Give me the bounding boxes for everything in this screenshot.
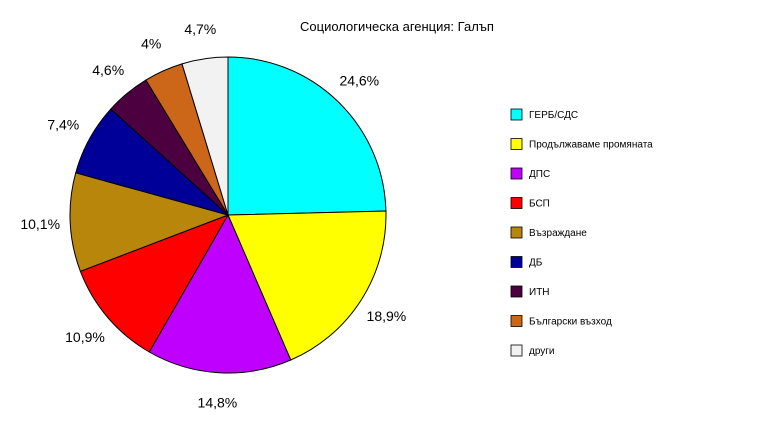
pie-slices	[69, 56, 387, 374]
legend-swatch	[510, 138, 523, 150]
slice-value-label: 4,7%	[184, 21, 216, 37]
legend-swatch	[510, 315, 523, 327]
slice-value-label: 10,9%	[65, 329, 105, 345]
legend-label: Възраждане	[529, 228, 587, 239]
pie-slice-4	[79, 214, 230, 353]
legend-label: БСП	[529, 199, 550, 210]
legend-label: други	[529, 346, 555, 357]
legend-label: ДПС	[529, 169, 550, 180]
slice-value-label: 10,1%	[20, 216, 60, 232]
slice-value-label: 18,9%	[367, 308, 407, 324]
slice-value-label: 14,8%	[198, 395, 238, 411]
legend-swatch	[510, 344, 523, 357]
slice-value-label: 24,6%	[339, 72, 379, 88]
pie-slice-3	[148, 213, 292, 374]
legend-swatch	[510, 226, 523, 239]
slice-value-label: 7,4%	[47, 116, 79, 132]
legend-label: Български възход	[529, 317, 612, 328]
legend-label: Продължаваме промяната	[529, 140, 653, 151]
legend-swatch	[510, 197, 523, 209]
legend-swatch	[510, 256, 523, 268]
slice-value-label: 4,6%	[92, 62, 124, 78]
pie-slice-5	[69, 172, 230, 272]
chart-title: Социологическа агенция: Галъп	[300, 19, 494, 34]
legend-swatch	[510, 285, 523, 298]
pie-slice-9	[181, 56, 229, 216]
slice-labels: 24,6% 18,9% 14,8% 10,9% 10,1% 7,4% 4,6% 4% 4,7%	[20, 21, 406, 411]
pie-slice-1	[227, 56, 387, 216]
slice-value-label: 4%	[141, 35, 161, 51]
legend-swatch	[510, 108, 523, 121]
legend-label: ДБ	[529, 258, 543, 269]
legend-swatch	[510, 167, 523, 180]
pie-slice-2	[227, 210, 387, 361]
legend-label: ИТН	[529, 287, 550, 298]
legend-label: ГЕРБ/СДС	[529, 110, 578, 121]
legend: ГЕРБ/СДС Продължаваме промяната ДПС БСП Възр…	[510, 108, 653, 357]
